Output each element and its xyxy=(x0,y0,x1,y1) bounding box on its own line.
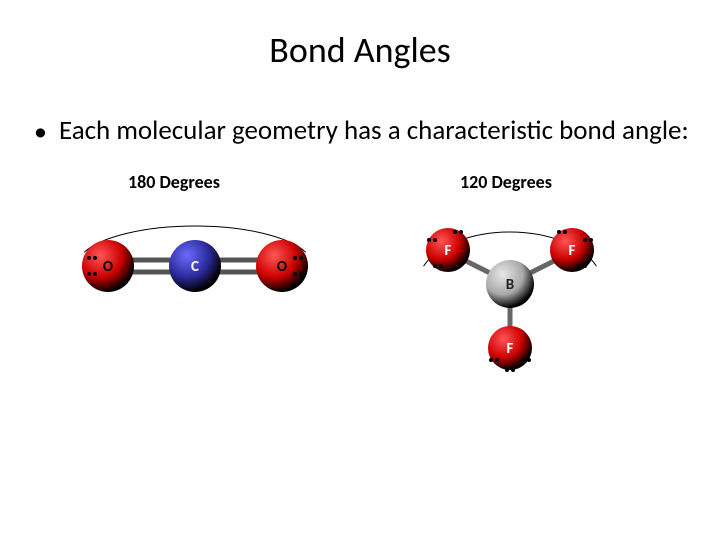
svg-text:C: C xyxy=(191,258,199,276)
svg-text:180 Degrees: 180 Degrees xyxy=(128,172,220,193)
svg-text:F: F xyxy=(445,242,452,260)
svg-text:F: F xyxy=(507,340,514,358)
figures-area: 180 Degrees O C O 120 Degrees F F B F xyxy=(0,172,720,472)
molecule-svg: 180 Degrees O C O 120 Degrees F F B F xyxy=(0,172,720,472)
bullet-item: • Each molecular geometry has a characte… xyxy=(0,72,720,148)
slide-title: Bond Angles xyxy=(0,0,720,72)
svg-text:F: F xyxy=(569,242,576,260)
svg-text:O: O xyxy=(103,258,113,276)
svg-text:B: B xyxy=(506,276,514,294)
svg-text:O: O xyxy=(277,258,287,276)
bullet-marker: • xyxy=(34,114,47,148)
bullet-text: Each molecular geometry has a characteri… xyxy=(59,114,689,148)
svg-text:120 Degrees: 120 Degrees xyxy=(460,172,552,193)
